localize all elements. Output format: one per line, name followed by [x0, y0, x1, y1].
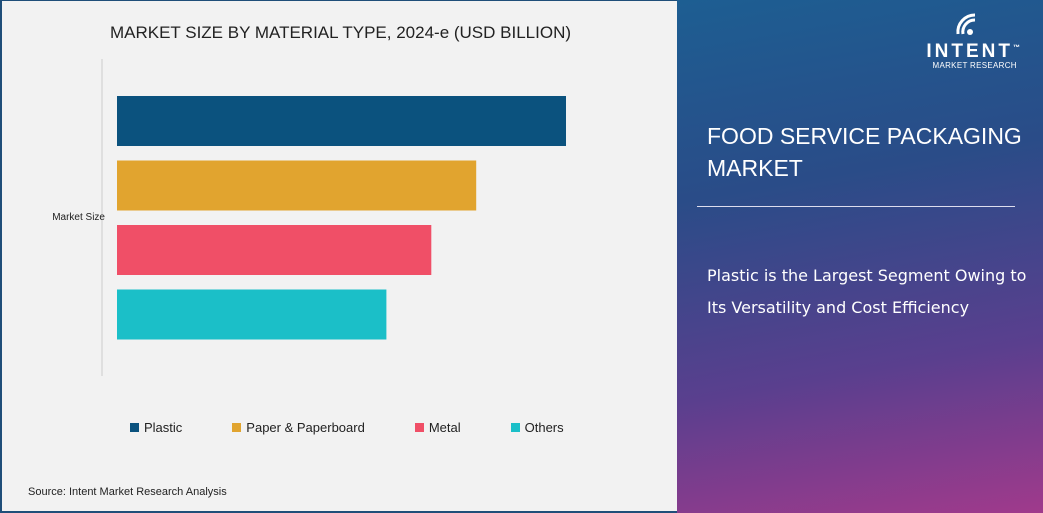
- legend-swatch: [510, 423, 520, 432]
- legend-item: Plastic: [130, 420, 182, 435]
- market-title: FOOD SERVICE PACKAGING MARKET: [707, 123, 1022, 181]
- legend-item: Paper & Paperboard: [232, 420, 365, 435]
- info-panel: INTENT™ MARKET RESEARCH FOOD SERVICE PAC…: [677, 0, 1043, 513]
- legend-label: Plastic: [144, 420, 183, 435]
- chart-title: MARKET SIZE BY MATERIAL TYPE, 2024-e (US…: [109, 23, 572, 42]
- legend-swatch: [130, 423, 139, 432]
- legend-label: Others: [524, 420, 564, 435]
- legend-label: Paper & Paperboard: [246, 420, 365, 435]
- key-insight: Plastic is the Largest Segment Owing to …: [707, 266, 1027, 317]
- legend-label: Metal: [428, 420, 461, 435]
- bar-plastic: [117, 96, 566, 146]
- logo-name: INTENT: [926, 41, 1013, 62]
- legend-swatch: [414, 423, 424, 432]
- logo-subtitle: MARKET RESEARCH: [932, 61, 1017, 70]
- intent-logo: INTENT™ MARKET RESEARCH: [926, 12, 1023, 70]
- legend-item: Others: [510, 420, 564, 435]
- category-label: Market Size: [52, 212, 105, 223]
- bar-others: [117, 289, 387, 340]
- decorative-curve: [677, 0, 1037, 513]
- bar-chart: Market Size: [52, 59, 566, 376]
- legend-swatch: [232, 423, 242, 432]
- logo-tm: ™: [1013, 44, 1023, 52]
- legend: Plastic Paper & Paperboard Metal Others: [130, 420, 614, 435]
- bar-metal: [117, 225, 432, 275]
- source-note: Source: Intent Market Research Analysis: [28, 486, 227, 498]
- chart-panel: MARKET SIZE BY MATERIAL TYPE, 2024-e (US…: [0, 0, 677, 513]
- legend-item: Metal: [414, 420, 461, 435]
- signal-icon: [956, 13, 975, 35]
- divider: [697, 206, 1015, 207]
- bar-paper-paperboard: [117, 160, 477, 211]
